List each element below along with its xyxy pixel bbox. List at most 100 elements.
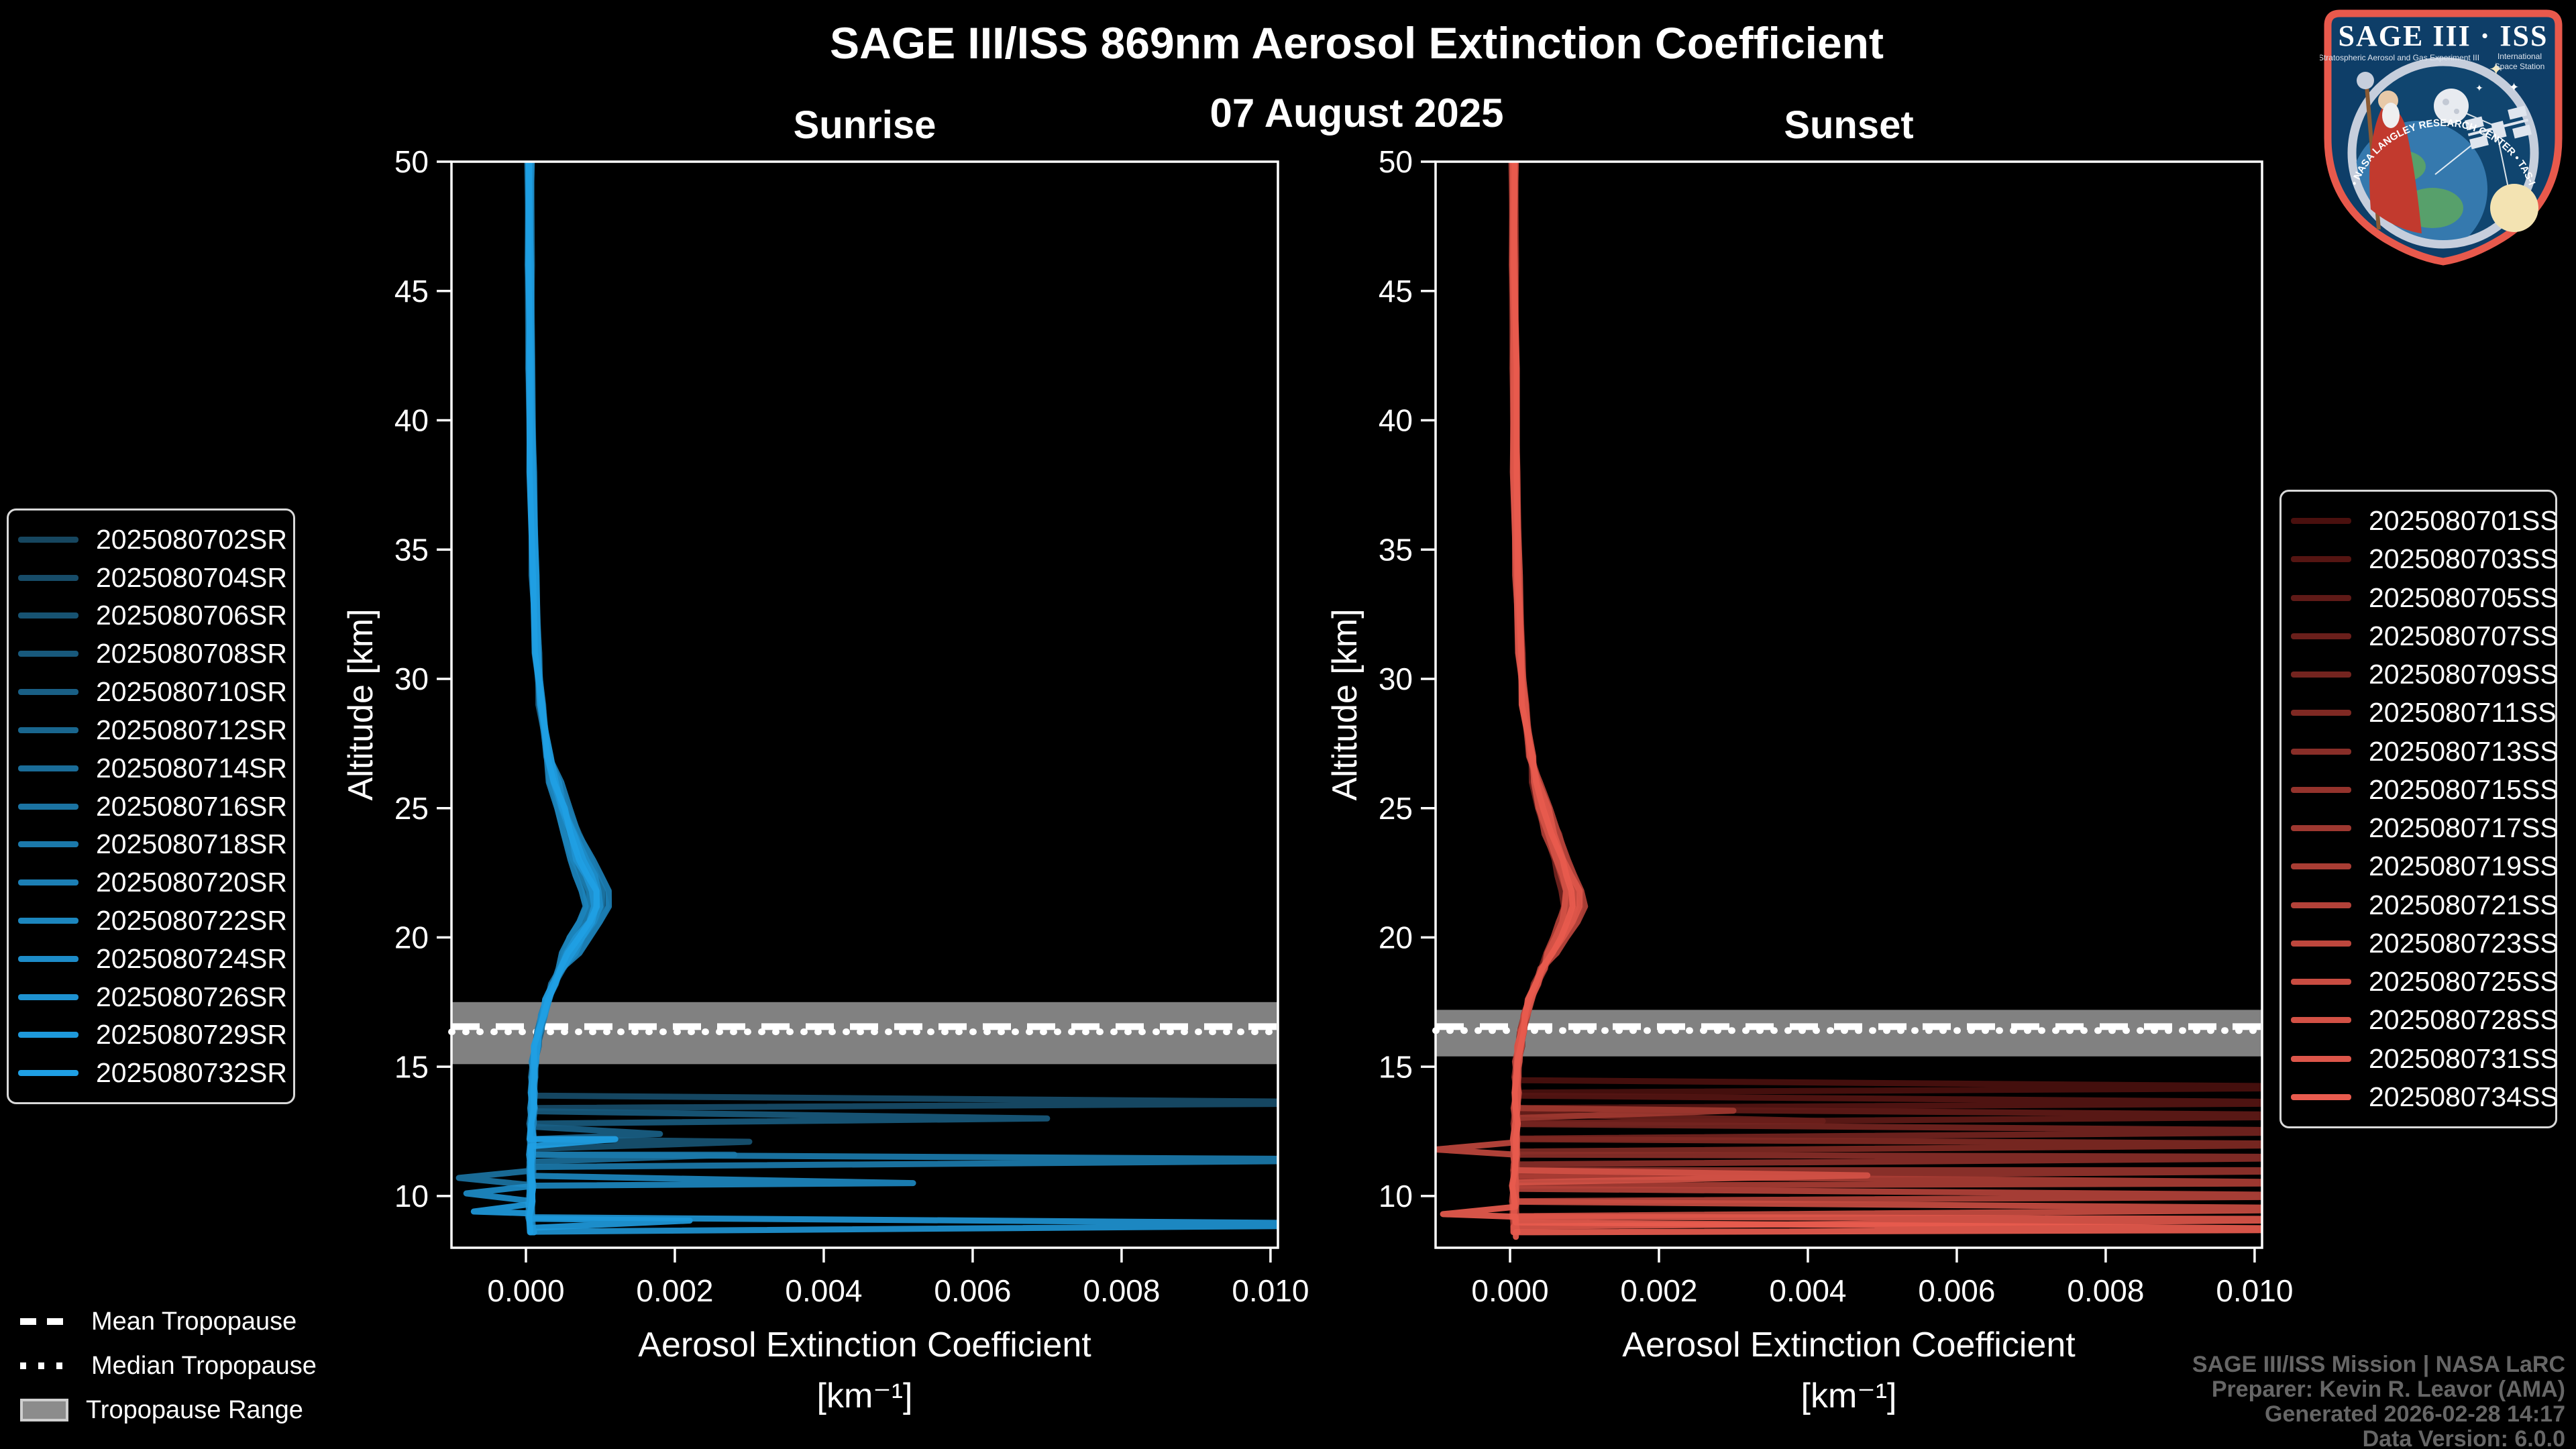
y-axis-label: Altitude [km] xyxy=(341,608,380,800)
legend-item-label: 2025080704SR xyxy=(96,561,287,593)
y-tick-label: 20 xyxy=(394,920,429,955)
legend-item-label: 2025080720SR xyxy=(96,867,287,898)
median-tropopause-dotted-icon xyxy=(20,1362,74,1369)
x-tick-label: 0.008 xyxy=(1083,1273,1160,1308)
legend-item-label: 2025080716SR xyxy=(96,790,287,822)
legend-item-2025080721SS: 2025080721SS xyxy=(2291,890,2559,921)
legend-item-2025080716SR: 2025080716SR xyxy=(18,791,293,822)
y-tick-label: 45 xyxy=(1379,274,1413,309)
star-icon: ✦ xyxy=(2475,83,2483,93)
legend-item-2025080704SR: 2025080704SR xyxy=(18,562,293,594)
legend-line-swatch-icon xyxy=(18,574,78,581)
axes-spines xyxy=(450,160,1279,1249)
star-icon: ✦ xyxy=(2489,59,2504,79)
figure-title: SAGE III/ISS 869nm Aerosol Extinction Co… xyxy=(830,18,1884,68)
legend-item-2025080732SR: 2025080732SR xyxy=(18,1057,293,1089)
legend-line-swatch-icon xyxy=(2291,672,2351,678)
legend-item-2025080717SS: 2025080717SS xyxy=(2291,812,2559,844)
legend-item-2025080718SR: 2025080718SR xyxy=(18,828,293,860)
y-tick-label: 30 xyxy=(394,661,429,696)
legend-line-swatch-icon xyxy=(18,689,78,696)
sunrise-profiles xyxy=(455,162,1278,1236)
legend-item-label: 2025080723SS xyxy=(2369,927,2559,959)
profile-line-2025080732SR xyxy=(525,162,619,1236)
legend-item-2025080722SR: 2025080722SR xyxy=(18,905,293,936)
y-tick-label: 10 xyxy=(1379,1179,1413,1214)
legend-item-2025080706SR: 2025080706SR xyxy=(18,600,293,631)
legend-item-2025080702SR: 2025080702SR xyxy=(18,524,293,555)
legend-line-swatch-icon xyxy=(2291,556,2351,563)
sunset-profiles xyxy=(1436,162,2262,1240)
legend-line-swatch-icon xyxy=(2291,710,2351,716)
sunset-panel-title: Sunset xyxy=(1784,103,1913,147)
legend-line-swatch-icon xyxy=(18,612,78,619)
attribution-mission: SAGE III/ISS Mission | NASA LaRC xyxy=(2192,1352,2565,1377)
attribution-generated: Generated 2026-02-28 14:17 xyxy=(2265,1401,2565,1427)
y-tick-label: 10 xyxy=(394,1179,429,1214)
x-axis-label: Aerosol Extinction Coefficient xyxy=(638,1326,1091,1364)
sunset-legend: 2025080701SS 2025080703SS 2025080705SS 2025… xyxy=(2279,490,2559,1128)
profile-line-2025080710SR xyxy=(526,162,663,1236)
attribution-block: SAGE III/ISS Mission | NASA LaRC Prepare… xyxy=(2192,1352,2565,1449)
patch-subtitle-right-1: International xyxy=(2498,52,2542,61)
legend-item-2025080724SR: 2025080724SR xyxy=(18,943,293,975)
legend-item-label: 2025080701SS xyxy=(2369,505,2559,537)
legend-line-swatch-icon xyxy=(2291,1017,2351,1024)
legend-item-label: 2025080731SS xyxy=(2369,1042,2559,1074)
legend-item-label: 2025080725SS xyxy=(2369,966,2559,998)
legend-line-swatch-icon xyxy=(2291,1093,2351,1100)
legend-line-swatch-icon xyxy=(18,536,78,543)
x-tick-label: 0.004 xyxy=(1769,1273,1846,1308)
sage-iii-iss-mission-patch: ✦ ✦ ✦ SAGE III · ISS Stratospheric Aeros… xyxy=(2320,7,2563,266)
red-robe xyxy=(2369,106,2422,233)
legend-line-swatch-icon xyxy=(18,841,78,848)
legend-line-swatch-icon xyxy=(2291,825,2351,832)
sunrise-panel-title: Sunrise xyxy=(794,103,936,147)
x-axis-label: Aerosol Extinction Coefficient xyxy=(1622,1326,2076,1364)
legend-item-label: 2025080726SR xyxy=(96,981,287,1012)
legend-item-label: 2025080714SR xyxy=(96,752,287,784)
staff-orb xyxy=(2357,72,2374,89)
tropopause-range-legend-item: Tropopause Range xyxy=(20,1395,317,1425)
white-beard xyxy=(2382,103,2400,128)
sunset-panel: 0.000 0.002 0.004 0.006 0.008 0.010 50 45 40 35 30… xyxy=(1326,103,2293,1415)
legend-item-label: 2025080708SR xyxy=(96,638,287,669)
legend-item-2025080723SS: 2025080723SS xyxy=(2291,928,2559,959)
x-tick-label: 0.010 xyxy=(1232,1273,1309,1308)
legend-item-2025080707SS: 2025080707SS xyxy=(2291,621,2559,652)
moon-icon xyxy=(2434,89,2469,123)
legend-item-label: 2025080721SS xyxy=(2369,889,2559,920)
y-tick-label: 25 xyxy=(1379,791,1413,826)
legend-item-label: 2025080710SR xyxy=(96,676,287,708)
mean-tropopause-legend-item: Mean Tropopause xyxy=(20,1307,317,1336)
y-tick-label: 35 xyxy=(394,532,429,567)
y-tick-label: 20 xyxy=(1379,920,1413,955)
legend-line-swatch-icon xyxy=(2291,863,2351,870)
legend-item-2025080715SS: 2025080715SS xyxy=(2291,774,2559,806)
profile-line-2025080734SS xyxy=(1440,162,2262,1240)
legend-line-swatch-icon xyxy=(18,727,78,733)
x-tick-label: 0.006 xyxy=(1918,1273,1995,1308)
sun-icon xyxy=(2490,184,2538,232)
attribution-preparer: Preparer: Kevin R. Leavor (AMA) xyxy=(2211,1377,2565,1402)
legend-item-label: 2025080702SR xyxy=(96,523,287,555)
legend-item-2025080712SR: 2025080712SR xyxy=(18,714,293,746)
profile-line-2025080714SR xyxy=(526,162,738,1236)
mean-tropopause-dashed-icon xyxy=(20,1318,74,1325)
legend-item-label: 2025080713SS xyxy=(2369,735,2559,767)
legend-line-swatch-icon xyxy=(2291,518,2351,525)
legend-item-label: 2025080709SS xyxy=(2369,659,2559,690)
legend-item-label: 2025080734SS xyxy=(2369,1081,2559,1112)
legend-item-2025080703SS: 2025080703SS xyxy=(2291,543,2559,575)
father-time-figure xyxy=(2357,72,2422,233)
legend-line-swatch-icon xyxy=(18,879,78,886)
legend-item-2025080705SS: 2025080705SS xyxy=(2291,582,2559,614)
profile-line-2025080723SS xyxy=(1436,162,1573,1236)
legend-item-label: 2025080715SS xyxy=(2369,773,2559,805)
axes-spines xyxy=(1434,160,2263,1249)
tropopause-range-label: Tropopause Range xyxy=(86,1395,303,1424)
legend-item-2025080709SS: 2025080709SS xyxy=(2291,659,2559,690)
legend-item-label: 2025080712SR xyxy=(96,714,287,745)
legend-item-2025080711SS: 2025080711SS xyxy=(2291,697,2557,729)
